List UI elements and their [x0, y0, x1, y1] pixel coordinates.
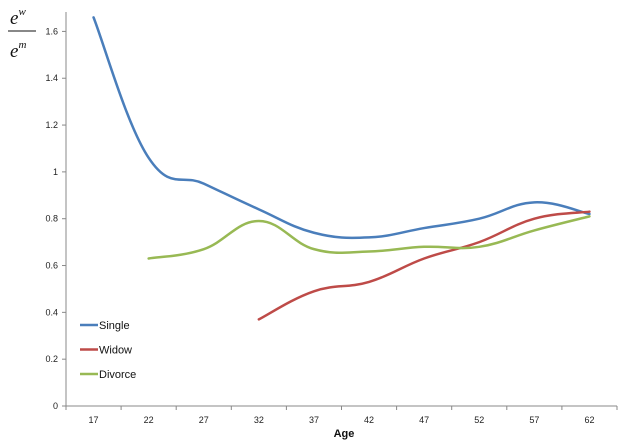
series-line-divorce [147, 215, 591, 260]
legend-label-single: Single [99, 320, 130, 332]
y-tick-label: 0.8 [45, 214, 58, 224]
x-tick-label: 52 [474, 415, 484, 425]
x-tick-label: 32 [254, 415, 264, 425]
x-tick-label: 47 [419, 415, 429, 425]
y-tick-label: 1.2 [45, 120, 58, 130]
series-line-single [92, 16, 591, 240]
y-tick-label: 1.4 [45, 73, 58, 83]
x-tick-label: 57 [529, 415, 539, 425]
y-axis-title-denominator: em [10, 39, 26, 62]
y-tick-label: 0.6 [45, 261, 58, 271]
y-tick-label: 1.6 [45, 26, 58, 36]
y-tick-label: 0 [53, 401, 58, 411]
x-axis-title: Age [334, 428, 355, 440]
legend-label-widow: Widow [99, 345, 132, 357]
y-axis-title: ew em [8, 6, 36, 62]
x-tick-label: 37 [309, 415, 319, 425]
y-tick-label: 1 [53, 167, 58, 177]
series-line-widow [257, 210, 591, 321]
y-tick-label: 0.2 [45, 354, 58, 364]
x-tick-label: 27 [199, 415, 209, 425]
y-axis-title-numerator: ew [10, 6, 26, 29]
x-tick-label: 42 [364, 415, 374, 425]
x-tick-label: 22 [144, 415, 154, 425]
x-tick-label: 62 [584, 415, 594, 425]
legend-label-divorce: Divorce [99, 369, 136, 381]
y-tick-label: 0.4 [45, 307, 58, 317]
x-tick-label: 17 [89, 415, 99, 425]
